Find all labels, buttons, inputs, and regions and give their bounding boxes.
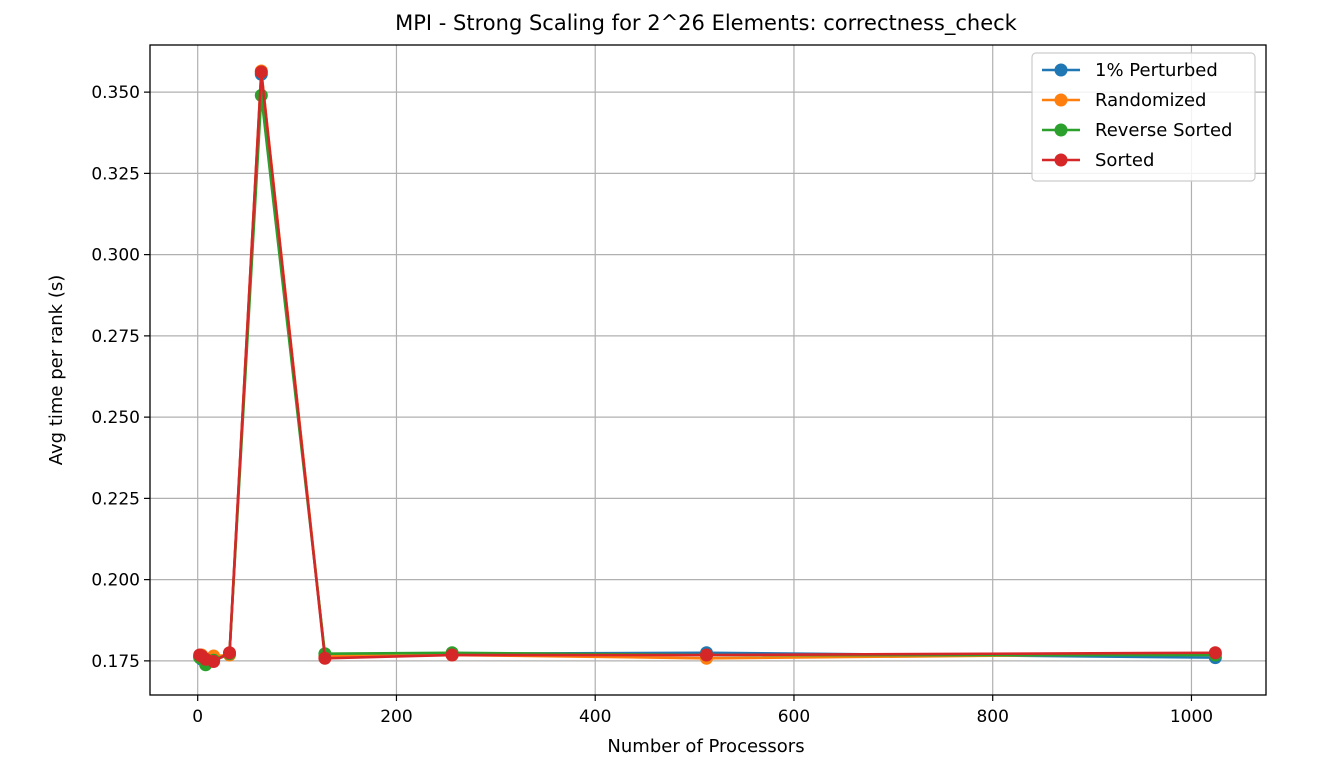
x-axis-label: Number of Processors (607, 736, 804, 757)
data-point (223, 646, 237, 660)
y-tick-label: 0.300 (91, 246, 140, 266)
x-tick-label: 0 (192, 707, 203, 727)
legend-label: 1% Perturbed (1095, 60, 1218, 81)
tick-layer: 0 200 400 600 800 1000 0.175 0.200 0.225 0.250 0.2… (91, 83, 1213, 727)
data-point (1208, 646, 1222, 660)
series-layer (193, 64, 1222, 672)
chart-title: MPI - Strong Scaling for 2^26 Elements: … (395, 11, 1018, 36)
x-tick-label: 1000 (1170, 707, 1213, 727)
legend-marker (1054, 153, 1068, 167)
data-point (700, 648, 714, 662)
legend-label: Reverse Sorted (1095, 120, 1232, 141)
legend-item: Randomized (1042, 90, 1206, 111)
x-tick-label: 400 (579, 707, 611, 727)
x-tick-label: 800 (976, 707, 1008, 727)
y-tick-label: 0.200 (91, 571, 140, 591)
y-tick-label: 0.325 (91, 164, 140, 184)
legend-marker (1054, 63, 1068, 77)
legend-label: Randomized (1095, 90, 1206, 111)
legend-item: Sorted (1042, 150, 1154, 171)
legend-item: 1% Perturbed (1042, 60, 1218, 81)
data-point (207, 655, 221, 669)
y-tick-label: 0.175 (91, 652, 140, 672)
legend: 1% Perturbed Randomized Reverse Sorted Sort… (1031, 52, 1256, 182)
data-point (254, 65, 268, 79)
legend-item: Reverse Sorted (1042, 120, 1232, 141)
legend-label: Sorted (1095, 150, 1154, 171)
y-tick-label: 0.225 (91, 489, 140, 509)
data-point (318, 651, 332, 665)
y-tick-label: 0.250 (91, 408, 140, 428)
data-point (445, 648, 459, 662)
x-tick-label: 600 (778, 707, 810, 727)
x-tick-label: 200 (380, 707, 412, 727)
legend-marker (1054, 93, 1068, 107)
y-axis-label: Avg time per rank (s) (46, 275, 67, 465)
legend-frame (1031, 52, 1256, 182)
y-tick-label: 0.275 (91, 327, 140, 347)
legend-marker (1054, 123, 1068, 137)
y-tick-label: 0.350 (91, 83, 140, 103)
series-sorted (193, 65, 1222, 669)
plot-frame (149, 44, 1267, 696)
